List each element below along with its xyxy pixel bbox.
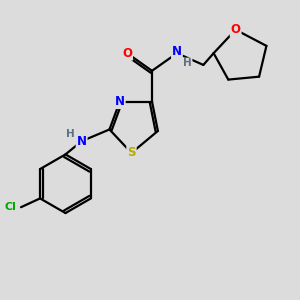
Text: N: N — [172, 45, 182, 58]
Text: O: O — [122, 47, 132, 60]
Text: N: N — [115, 95, 125, 108]
Text: H: H — [183, 58, 192, 68]
Text: Cl: Cl — [5, 202, 16, 212]
Text: S: S — [127, 146, 136, 159]
Text: H: H — [65, 129, 74, 139]
Text: N: N — [76, 135, 87, 148]
Text: O: O — [231, 23, 241, 36]
